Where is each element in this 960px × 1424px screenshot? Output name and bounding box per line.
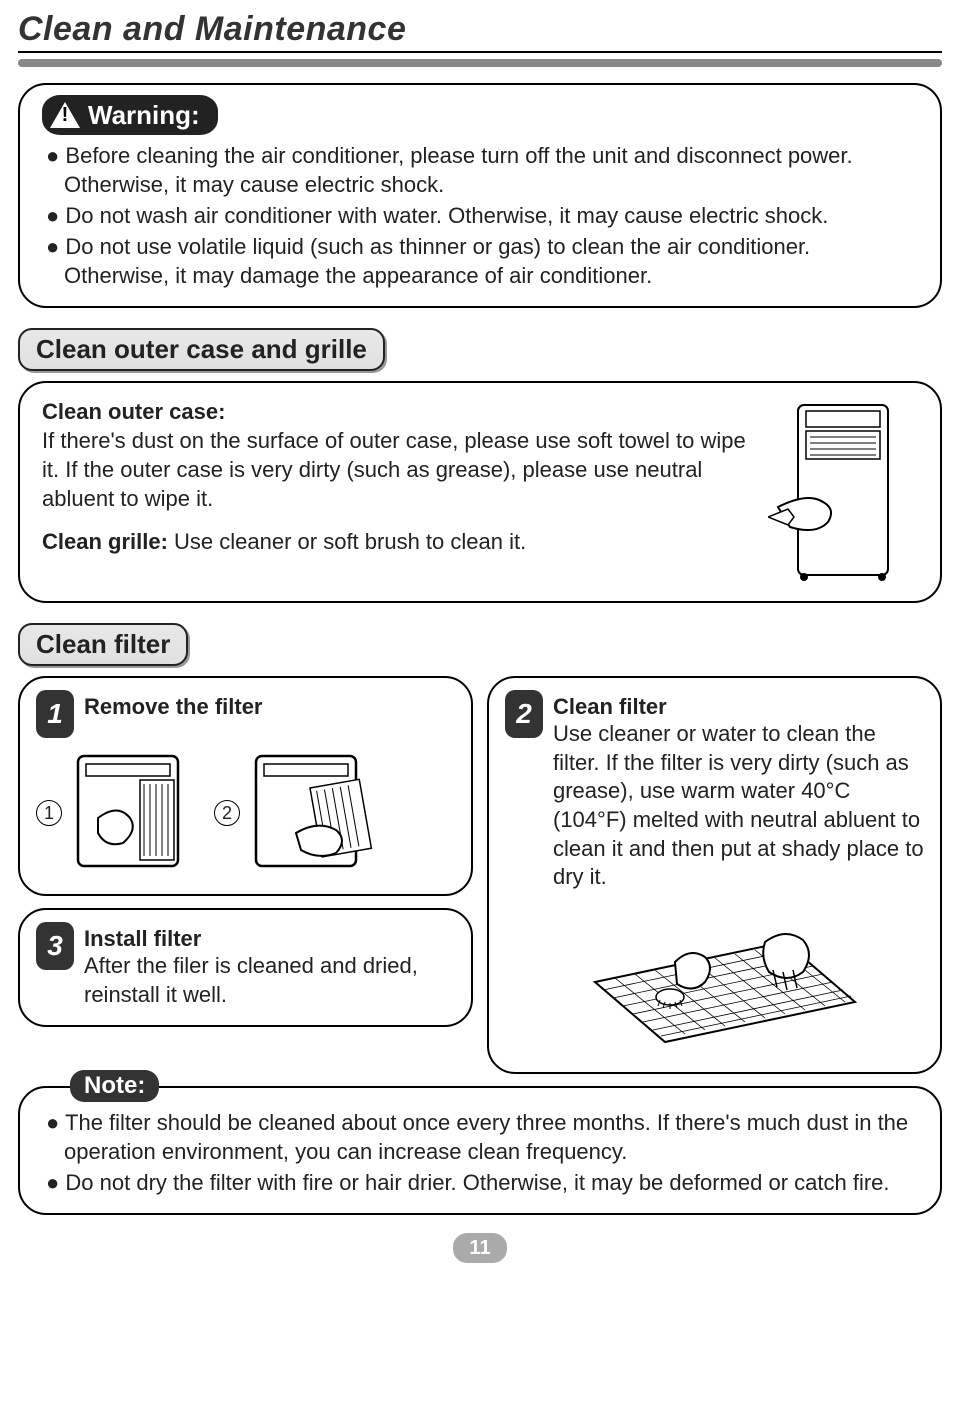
step-2-box: 2 Clean filter Use cleaner or water to c… <box>487 676 942 1074</box>
warning-triangle-icon: ! <box>50 102 80 128</box>
step-number-3: 3 <box>36 922 74 970</box>
warning-item: Before cleaning the air conditioner, ple… <box>46 141 918 199</box>
step-1-title: Remove the filter <box>84 694 263 720</box>
section-pill-clean-filter: Clean filter <box>18 623 188 666</box>
warning-label: Warning: <box>88 100 200 131</box>
step-2-text: Use cleaner or water to clean the filter… <box>553 720 924 892</box>
section-pill-clean-case: Clean outer case and grille <box>18 328 385 371</box>
remove-filter-illustration-2 <box>246 748 376 878</box>
step-2-title: Clean filter <box>553 694 924 720</box>
title-underline-bar <box>18 59 942 67</box>
remove-filter-illustration-1 <box>68 748 188 878</box>
clean-case-paragraph: Clean outer case: If there's dust on the… <box>42 397 758 513</box>
substep-1-label: 1 <box>36 800 62 826</box>
clean-case-title: Clean outer case: <box>42 399 225 424</box>
note-item: The filter should be cleaned about once … <box>46 1108 918 1166</box>
note-section: Note: The filter should be cleaned about… <box>18 1086 942 1215</box>
warning-tab: ! Warning: <box>42 95 218 135</box>
page-number: 11 <box>453 1233 507 1263</box>
clean-case-section: Clean outer case: If there's dust on the… <box>18 381 942 603</box>
step-1-illustrations: 1 2 <box>36 748 455 878</box>
step-3-text: After the filer is cleaned and dried, re… <box>84 952 455 1009</box>
clean-filter-illustration <box>555 902 875 1052</box>
warning-section: ! Warning: Before cleaning the air condi… <box>18 83 942 308</box>
step-1-box: 1 Remove the filter 1 2 <box>18 676 473 896</box>
warning-list: Before cleaning the air conditioner, ple… <box>46 141 918 290</box>
warning-item: Do not wash air conditioner with water. … <box>46 201 918 230</box>
step-3-box: 3 Install filter After the filer is clea… <box>18 908 473 1027</box>
note-item: Do not dry the filter with fire or hair … <box>46 1168 918 1197</box>
step-number-2: 2 <box>505 690 543 738</box>
filter-steps-row: 1 Remove the filter 1 2 <box>18 676 942 1086</box>
page-title: Clean and Maintenance <box>18 10 942 53</box>
clean-grille-text: Use cleaner or soft brush to clean it. <box>168 529 526 554</box>
substep-2-label: 2 <box>214 800 240 826</box>
step-number-1: 1 <box>36 690 74 738</box>
clean-grille-title: Clean grille: <box>42 529 168 554</box>
warning-item: Do not use volatile liquid (such as thin… <box>46 232 918 290</box>
clean-grille-paragraph: Clean grille: Use cleaner or soft brush … <box>42 527 758 556</box>
ac-unit-illustration <box>768 397 918 587</box>
clean-case-text: If there's dust on the surface of outer … <box>42 428 746 511</box>
step-3-title: Install filter <box>84 926 455 952</box>
note-tab: Note: <box>70 1070 159 1102</box>
note-list: The filter should be cleaned about once … <box>46 1108 918 1197</box>
